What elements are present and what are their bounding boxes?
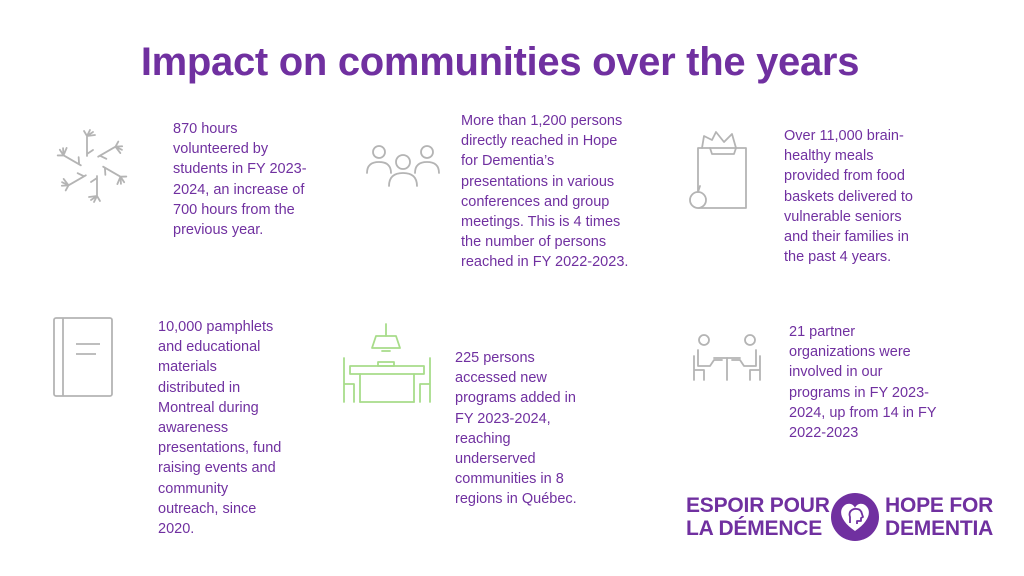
hope-for-dementia-logo: ESPOIR POUR LA DÉMENCE HOPE FOR DEMENTIA bbox=[686, 492, 1006, 542]
page-title: Impact on communities over the years bbox=[140, 40, 860, 84]
dining-table-icon bbox=[343, 323, 431, 403]
heart-head-icon bbox=[831, 493, 879, 541]
stat-new-programs: 225 persons accessed new programs added … bbox=[455, 350, 577, 508]
stat-persons-reached: More than 1,200 persons directly reached… bbox=[461, 113, 629, 271]
helping-hands-icon bbox=[55, 129, 129, 203]
group-people-icon bbox=[366, 145, 440, 187]
stat-pamphlets: 10,000 pamphlets and educational materia… bbox=[158, 319, 282, 538]
logo-text-fr: ESPOIR POUR LA DÉMENCE bbox=[686, 494, 830, 540]
notebook-icon bbox=[53, 317, 113, 397]
stat-healthy-meals: Over 11,000 brain- healthy meals provide… bbox=[784, 128, 913, 266]
grocery-bag-icon bbox=[689, 131, 747, 209]
stat-volunteer-hours: 870 hours volunteered by students in FY … bbox=[173, 121, 307, 239]
meeting-table-icon bbox=[693, 334, 761, 381]
logo-text-en: HOPE FOR DEMENTIA bbox=[885, 494, 994, 540]
stat-partner-organizations: 21 partner organizations were involved i… bbox=[789, 324, 937, 442]
